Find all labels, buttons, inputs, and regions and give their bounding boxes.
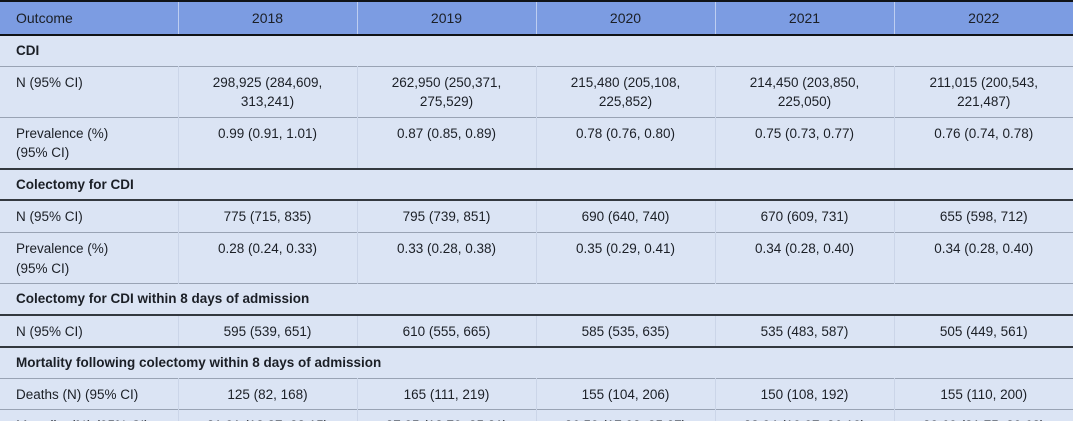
table-row-colectomy-n: N (95% CI) 775 (715, 835) 795 (739, 851)… (0, 200, 1073, 233)
cell-value: 535 (483, 587) (714, 314, 894, 348)
cell-value: 610 (555, 665) (356, 314, 536, 348)
cell-value: 155 (110, 200) (893, 378, 1073, 410)
cell-value: 0.35 (0.29, 0.41) (535, 232, 715, 284)
cell-value: 0.78 (0.76, 0.80) (535, 117, 715, 169)
row-label: Deaths (N) (95% CI) (0, 378, 178, 410)
table-row-cdi-n: N (95% CI) 298,925 (284,609, 313,241) 26… (0, 66, 1073, 118)
col-header-2018: 2018 (177, 1, 357, 35)
cell-value: 595 (539, 651) (177, 314, 357, 348)
cell-value: 155 (104, 206) (535, 378, 715, 410)
section-title: Mortality following colectomy within 8 d… (0, 347, 1073, 379)
cell-value: 150 (108, 192) (714, 378, 894, 410)
cell-value: 262,950 (250,371, 275,529) (356, 66, 536, 118)
section-title: Colectomy for CDI (0, 168, 1073, 201)
row-label: Prevalence (%) (95% CI) (0, 117, 178, 169)
cell-value: 0.34 (0.28, 0.40) (893, 232, 1073, 284)
cell-value: 28.04 (19.97, 36.10) (714, 409, 894, 421)
row-label: N (95% CI) (0, 66, 178, 118)
cell-value: 30.69 (21.75, 39.63) (893, 409, 1073, 421)
cell-value: 125 (82, 168) (177, 378, 357, 410)
cell-value: 0.76 (0.74, 0.78) (893, 117, 1073, 169)
row-label: Mortality (%) (95% CI) (0, 409, 178, 421)
section-header-colectomy-8days: Colectomy for CDI within 8 days of admis… (0, 283, 1073, 315)
col-header-2022: 2022 (893, 1, 1073, 35)
row-label: N (95% CI) (0, 314, 178, 348)
cell-value: 21.01 (13.87, 28.15) (177, 409, 357, 421)
cell-value: 298,925 (284,609, 313,241) (177, 66, 357, 118)
section-header-mortality: Mortality following colectomy within 8 d… (0, 347, 1073, 379)
table-row-colectomy-8days-n: N (95% CI) 595 (539, 651) 610 (555, 665)… (0, 314, 1073, 348)
cell-value: 670 (609, 731) (714, 200, 894, 233)
cell-value: 214,450 (203,850, 225,050) (714, 66, 894, 118)
cell-value: 0.87 (0.85, 0.89) (356, 117, 536, 169)
section-title: CDI (0, 35, 1073, 67)
cell-value: 165 (111, 219) (356, 378, 536, 410)
cell-value: 0.28 (0.24, 0.33) (177, 232, 357, 284)
table-row-mortality-pct: Mortality (%) (95% CI) 21.01 (13.87, 28.… (0, 409, 1073, 421)
section-title: Colectomy for CDI within 8 days of admis… (0, 283, 1073, 315)
col-header-2021: 2021 (714, 1, 894, 35)
section-header-cdi: CDI (0, 35, 1073, 67)
cell-value: 505 (449, 561) (893, 314, 1073, 348)
cell-value: 795 (739, 851) (356, 200, 536, 233)
cell-value: 0.33 (0.28, 0.38) (356, 232, 536, 284)
cell-value: 211,015 (200,543, 221,487) (893, 66, 1073, 118)
table-row-colectomy-prevalence: Prevalence (%) (95% CI) 0.28 (0.24, 0.33… (0, 232, 1073, 284)
table-row-deaths: Deaths (N) (95% CI) 125 (82, 168) 165 (1… (0, 378, 1073, 410)
cell-value: 26.50 (17.92, 35.07) (535, 409, 715, 421)
col-header-outcome: Outcome (0, 1, 178, 35)
cell-value: 690 (640, 740) (535, 200, 715, 233)
cell-value: 655 (598, 712) (893, 200, 1073, 233)
cell-value: 215,480 (205,108, 225,852) (535, 66, 715, 118)
row-label: Prevalence (%) (95% CI) (0, 232, 178, 284)
cell-value: 27.05 (18.79, 35.31) (356, 409, 536, 421)
cell-value: 0.34 (0.28, 0.40) (714, 232, 894, 284)
cell-value: 775 (715, 835) (177, 200, 357, 233)
row-label: N (95% CI) (0, 200, 178, 233)
header-row: Outcome 2018 2019 2020 2021 2022 (0, 1, 1073, 35)
section-header-colectomy: Colectomy for CDI (0, 168, 1073, 201)
table-row-cdi-prevalence: Prevalence (%) (95% CI) 0.99 (0.91, 1.01… (0, 117, 1073, 169)
cell-value: 585 (535, 635) (535, 314, 715, 348)
cell-value: 0.99 (0.91, 1.01) (177, 117, 357, 169)
cell-value: 0.75 (0.73, 0.77) (714, 117, 894, 169)
col-header-2020: 2020 (535, 1, 715, 35)
col-header-2019: 2019 (356, 1, 536, 35)
